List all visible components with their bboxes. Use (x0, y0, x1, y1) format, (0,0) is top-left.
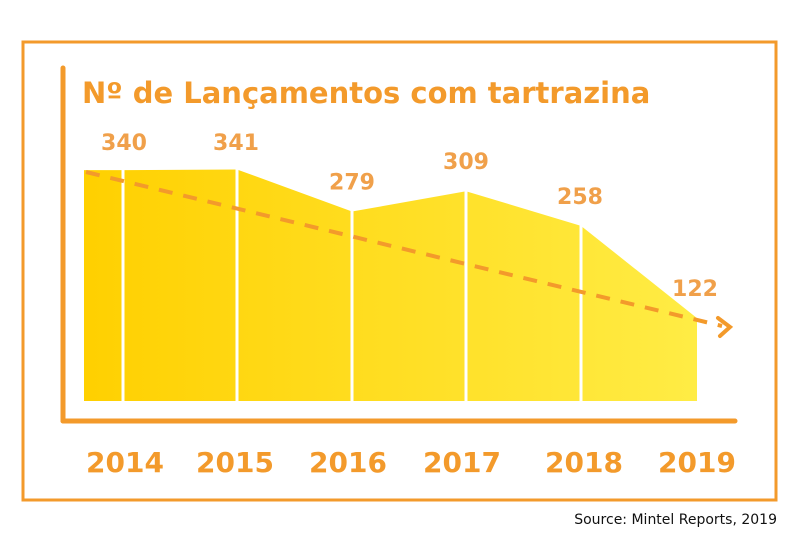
area-series (84, 169, 697, 401)
x-tick-label: 2014 (86, 446, 164, 479)
trend-arrowhead-icon (716, 316, 734, 338)
x-tick-label: 2016 (309, 446, 387, 479)
trend-line (85, 170, 723, 328)
value-label-2015: 341 (213, 131, 259, 156)
value-label-2018: 258 (557, 185, 603, 210)
value-label-2017: 309 (443, 150, 489, 175)
value-label-2014: 340 (101, 131, 147, 156)
x-tick-label: 2015 (196, 446, 274, 479)
x-tick-label: 2017 (423, 446, 501, 479)
value-label-2019: 122 (672, 277, 718, 302)
x-tick-label: 2018 (545, 446, 623, 479)
chart-title: Nº de Lançamentos com tartrazina (82, 76, 650, 110)
frame (21, 40, 778, 502)
value-label-2016: 279 (329, 171, 375, 196)
source-note: Source: Mintel Reports, 2019 (574, 512, 777, 528)
x-tick-label: 2019 (658, 446, 736, 479)
